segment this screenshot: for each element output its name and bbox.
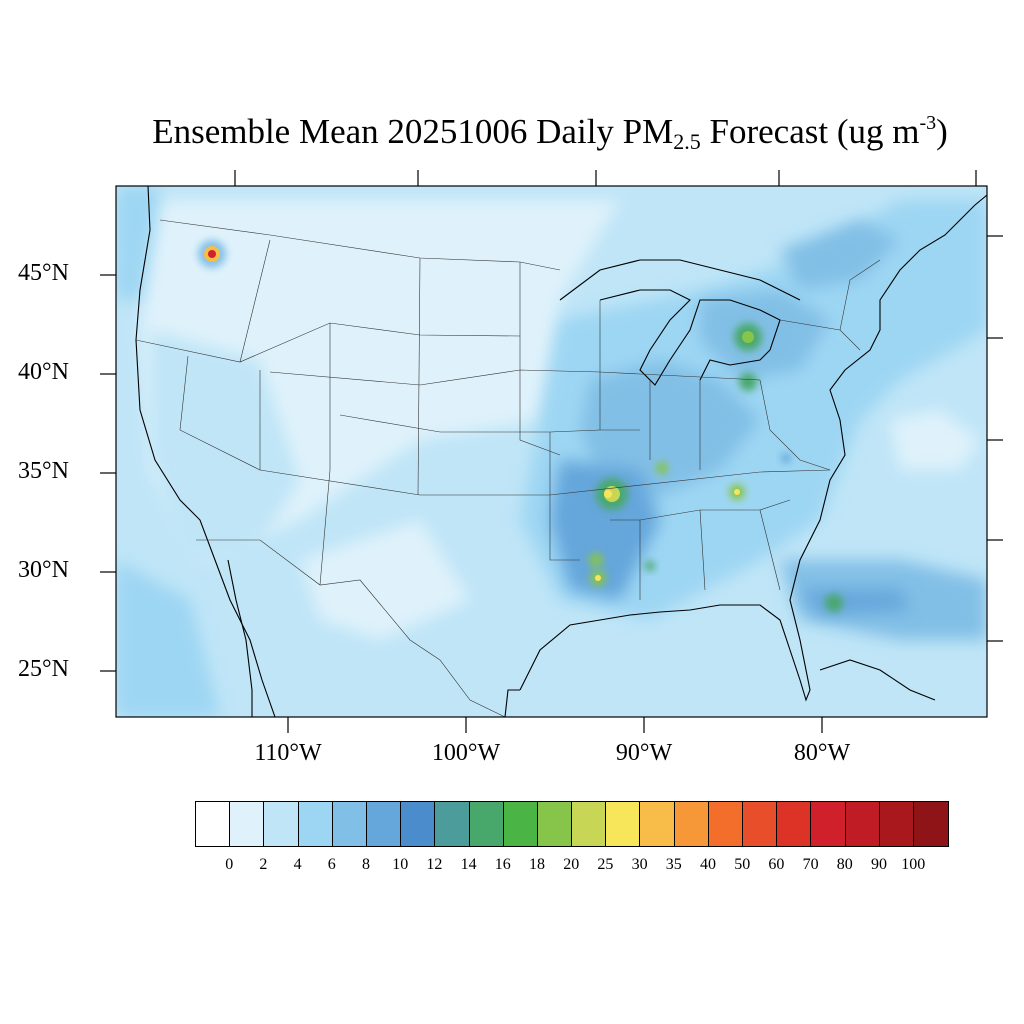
title-main: Ensemble Mean 20251006 Daily PM — [152, 112, 674, 151]
map-frame — [115, 185, 988, 718]
field-ontario — [780, 220, 900, 290]
axis-ticks — [100, 170, 1003, 733]
lon-label-110w: 110°W — [254, 740, 322, 766]
colorbar-tick-label: 6 — [327, 856, 336, 873]
colorbar-swatch — [606, 802, 641, 846]
colorbar-swatch — [845, 802, 880, 846]
colorbar-tick-label: 18 — [529, 856, 545, 873]
lat-label-30n: 30°N — [18, 557, 69, 583]
colorbar-tick-label: 20 — [563, 856, 580, 873]
colorbar-swatch — [572, 802, 607, 846]
colorbar-tick-label: 90 — [871, 856, 887, 873]
colorbar-swatch — [264, 802, 299, 846]
colorbar-tick-label: 16 — [494, 856, 511, 873]
field-light-texas — [300, 520, 470, 640]
colorbar-swatch — [811, 802, 846, 846]
lat-label-35n: 35°N — [18, 458, 69, 484]
colorbar-tick-label: 70 — [802, 856, 819, 873]
colorbar-swatch — [913, 802, 949, 846]
field-lower-mississippi — [550, 460, 660, 600]
colorbar-tick-label: 80 — [836, 856, 853, 873]
colorbar-swatch — [503, 802, 538, 846]
colorbar-swatch — [332, 802, 367, 846]
field-ohio-valley — [580, 360, 760, 500]
lon-label-100w: 100°W — [431, 740, 501, 766]
state-borders — [135, 219, 881, 717]
title-subscript: 2.5 — [673, 129, 701, 154]
colorbar-swatch — [469, 802, 504, 846]
coastlines — [135, 186, 987, 717]
colorbar — [195, 801, 950, 847]
title-superscript: -3 — [919, 112, 937, 134]
colorbar-swatch — [298, 802, 333, 846]
lon-label-90w: 90°W — [615, 740, 673, 766]
colorbar-tick-label: 35 — [665, 856, 682, 873]
colorbar-tick-label: 14 — [460, 856, 477, 873]
colorbar-swatch — [537, 802, 573, 846]
colorbar-swatch — [640, 802, 675, 846]
colorbar-swatch — [230, 802, 265, 846]
colorbar-tick-label: 40 — [700, 856, 716, 873]
colorbar-swatch — [708, 802, 743, 846]
lat-label-25n: 25°N — [18, 656, 69, 682]
colorbar-swatch — [196, 802, 231, 846]
colorbar-tick-label: 50 — [734, 856, 751, 873]
colorbar-swatch — [743, 802, 778, 846]
colorbar-swatch — [435, 802, 470, 846]
field-mid-southwest — [150, 330, 300, 560]
field-mid-pacific-south — [116, 560, 220, 717]
colorbar-swatch — [366, 802, 402, 846]
colorbar-swatch — [777, 802, 812, 846]
colorbar-tick-label: 0 — [225, 856, 234, 873]
colorbar-tick-label: 8 — [362, 856, 370, 873]
lat-label-45n: 45°N — [18, 260, 69, 286]
colorbar-tick-label: 12 — [426, 856, 443, 873]
colorbar-tick-label: 25 — [597, 856, 614, 873]
colorbar-tick-label: 30 — [631, 856, 648, 873]
map-title: Ensemble Mean 20251006 Daily PM2.5 Forec… — [0, 112, 1024, 155]
lon-label-80w: 80°W — [793, 740, 851, 766]
colorbar-tick-label: 2 — [259, 856, 268, 873]
colorbar-tick-label: 10 — [392, 856, 409, 873]
field-great-lakes — [700, 290, 830, 380]
colorbar-tick-label: 100 — [901, 856, 926, 873]
lat-label-40n: 40°N — [18, 359, 69, 385]
colorbar-tick-label: 4 — [293, 856, 302, 873]
title-units: Forecast (ug m — [700, 112, 920, 151]
title-close: ) — [936, 112, 948, 151]
colorbar-tick-label: 60 — [768, 856, 785, 873]
colorbar-swatch — [879, 802, 914, 846]
colorbar-swatch — [401, 802, 436, 846]
hotspots — [198, 240, 843, 612]
colorbar-swatch — [674, 802, 709, 846]
field-light-atlantic — [890, 410, 980, 470]
